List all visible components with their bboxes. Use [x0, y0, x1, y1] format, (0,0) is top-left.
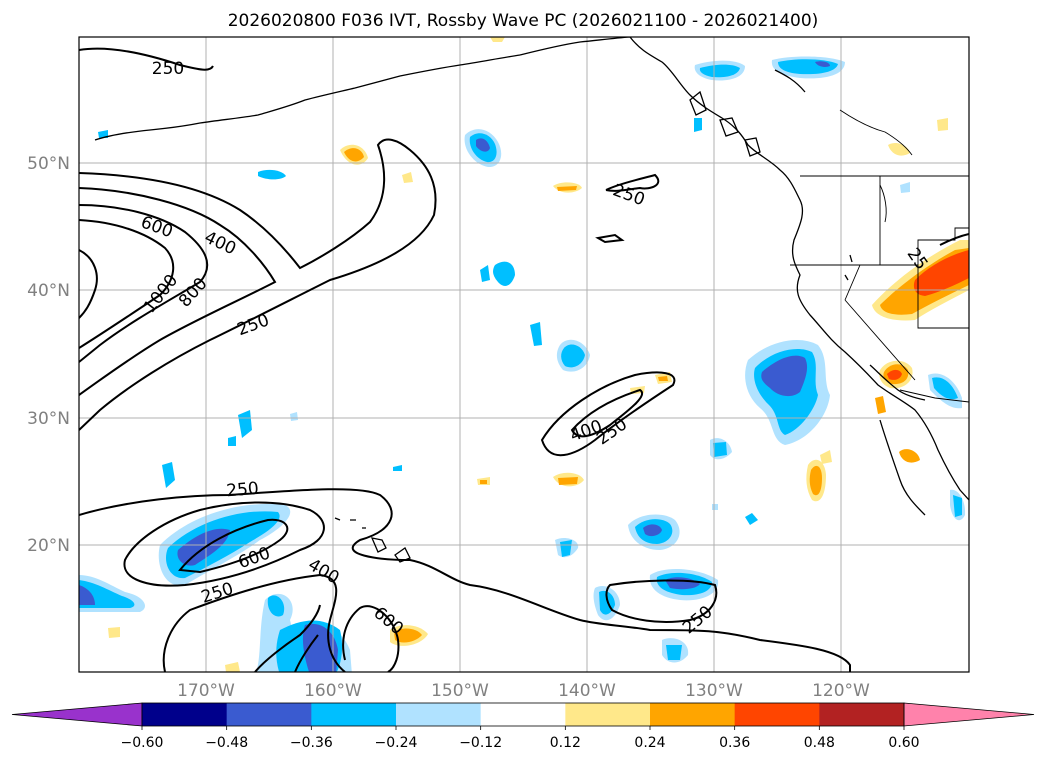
colorbar-swatch — [311, 703, 397, 726]
colorbar-swatch — [819, 703, 905, 726]
colorbar-tick-label: −0.24 — [375, 735, 418, 751]
lon-label: 140°W — [558, 681, 616, 701]
coastlines — [94, 37, 969, 563]
colorbar-tick-label: 0.36 — [719, 735, 750, 751]
political-borders — [790, 109, 969, 403]
colorbar-swatch — [565, 703, 651, 726]
colorbar-swatch — [142, 703, 228, 726]
colorbar-swatch — [650, 703, 736, 726]
contour-label-250: 250 — [152, 59, 184, 79]
colorbar-tick-label: 0.24 — [634, 735, 665, 751]
colorbar-frame — [141, 702, 905, 727]
lon-label: 130°W — [685, 681, 743, 701]
lon-label: 120°W — [812, 681, 870, 701]
colorbar-tick-label: −0.12 — [459, 735, 502, 751]
map-panel: 250 250 250 250 250 250 250 25 400 400 4… — [27, 36, 970, 701]
contour-label-250: 250 — [226, 479, 260, 502]
lat-label: 40°N — [27, 281, 70, 301]
colorbar-tick-label: −0.60 — [121, 735, 164, 751]
colorbar-swatch — [480, 703, 566, 726]
map-frame — [78, 36, 970, 673]
colorbar-swatch — [396, 703, 482, 726]
colorbar-tick-label: 0.60 — [888, 735, 919, 751]
lon-label: 160°W — [304, 681, 362, 701]
longitude-labels: 170°W 160°W 150°W 140°W 130°W 120°W — [177, 681, 870, 701]
colorbar-extend-min — [11, 702, 143, 727]
lat-label: 30°N — [27, 409, 70, 429]
colorbar-extend-max — [903, 702, 1035, 727]
map-background — [79, 37, 969, 672]
colorbar-tick-label: 0.12 — [550, 735, 581, 751]
colorbar-tick-label: −0.48 — [205, 735, 248, 751]
figure-title: 2026020800 F036 IVT, Rossby Wave PC (202… — [228, 11, 819, 31]
ivt-contours — [79, 47, 969, 672]
colorbar-tick-label: −0.36 — [290, 735, 333, 751]
positive-anomaly-shading — [108, 37, 969, 672]
colorbar-tick-label: 0.48 — [804, 735, 835, 751]
lon-label: 170°W — [177, 681, 235, 701]
colorbar: −0.60 −0.48 −0.36 −0.24 −0.12 0.12 0.24 0.36 0.4… — [11, 702, 1035, 751]
graticule — [79, 37, 969, 672]
colorbar-swatch — [226, 703, 312, 726]
lat-label: 20°N — [27, 536, 70, 556]
latitude-labels: 50°N 40°N 30°N 20°N — [27, 154, 70, 556]
lat-label: 50°N — [27, 154, 70, 174]
colorbar-swatch — [734, 703, 820, 726]
lon-label: 150°W — [431, 681, 489, 701]
